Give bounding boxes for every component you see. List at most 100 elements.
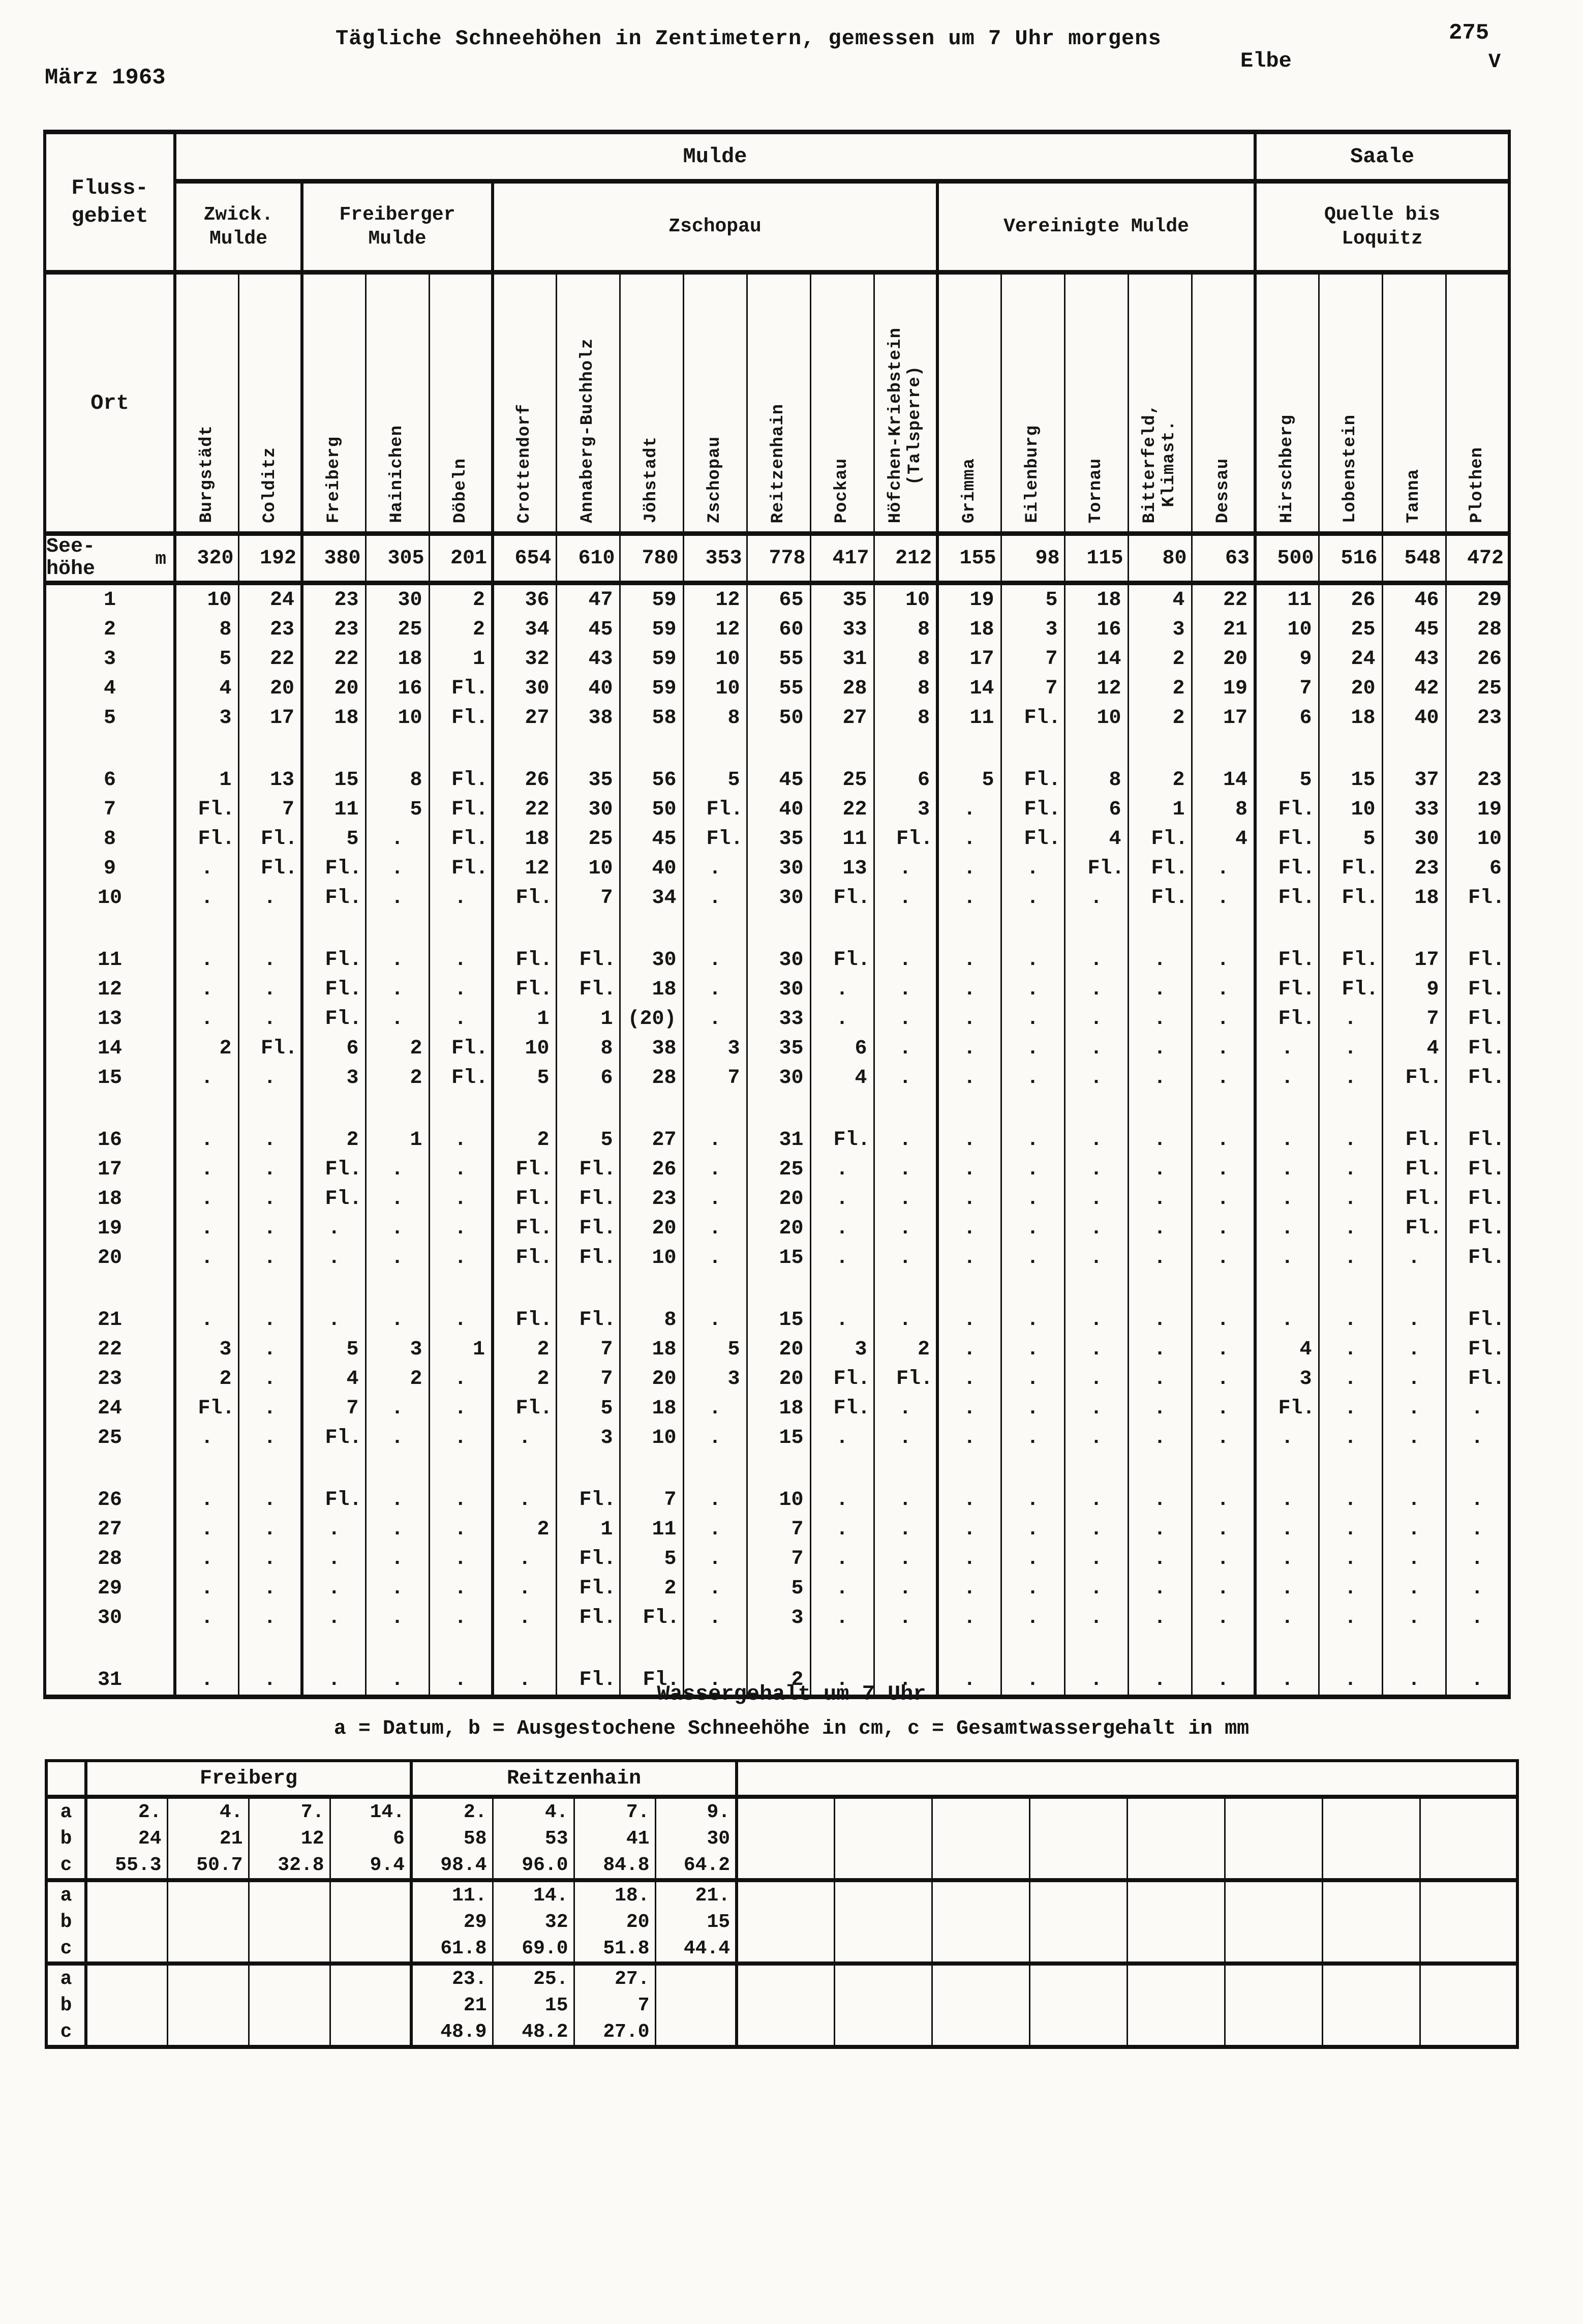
- day-cell: Fl.: [237, 1034, 302, 1063]
- water-cell: 32: [492, 1909, 574, 1935]
- water-cell: [735, 1992, 835, 2018]
- day-cell: .: [237, 1243, 302, 1273]
- water-row-label: a: [45, 1964, 86, 1992]
- day-cell: 25: [1445, 674, 1510, 703]
- day-cell: 17: [936, 644, 1001, 674]
- water-cell: [735, 1909, 835, 1935]
- day-cell: .: [1000, 1394, 1064, 1423]
- day-cell: Fl.: [809, 1093, 874, 1155]
- day-number: 1: [44, 583, 175, 615]
- water-cell: [1224, 1852, 1323, 1882]
- day-cell: 22: [237, 644, 302, 674]
- day-cell: 16: [1063, 615, 1128, 644]
- day-cell: Fl.: [1127, 854, 1192, 883]
- day-number: 7: [44, 795, 175, 824]
- day-cell: 65: [746, 583, 810, 615]
- day-cell: .: [1445, 1515, 1510, 1544]
- day-cell: .: [1318, 1243, 1383, 1273]
- water-content-title: Wassergehalt um 7 Uhr: [657, 1682, 926, 1706]
- day-cell: 15: [746, 1273, 810, 1335]
- water-cell: [329, 1964, 412, 1992]
- day-cell: .: [1318, 1155, 1383, 1184]
- table-row: 3 5 22 22 18 1 32 43 59 10 55 31 8 17 7 14 2 20 9 24 43 26: [44, 644, 1510, 674]
- day-cell: 2: [1127, 733, 1192, 795]
- station-header: Döbeln: [428, 272, 493, 536]
- day-cell: .: [1254, 1184, 1319, 1214]
- day-cell: 23: [300, 583, 366, 615]
- day-cell: 45: [619, 824, 683, 854]
- day-cell: .: [936, 1574, 1001, 1603]
- day-cell: Fl.: [555, 1633, 620, 1697]
- day-cell: 10: [1318, 795, 1383, 824]
- table-row: 28...... Fl. 5. 7...........: [44, 1544, 1510, 1574]
- day-cell: 3: [173, 1335, 238, 1364]
- day-cell: .: [1191, 1515, 1256, 1544]
- day-cell: .: [936, 1273, 1001, 1335]
- water-row-label: c: [45, 2018, 86, 2049]
- day-cell: Fl.: [1445, 1004, 1510, 1034]
- day-cell: .: [1318, 1004, 1383, 1034]
- day-cell: 5: [555, 1093, 620, 1155]
- day-cell: .: [873, 883, 937, 913]
- station-header: Zschopau: [682, 272, 747, 536]
- day-cell: Fl.: [1254, 854, 1319, 883]
- day-cell: .: [1127, 1004, 1192, 1034]
- day-cell: 22: [809, 795, 874, 824]
- day-cell: .: [1318, 1034, 1383, 1063]
- water-cell: 27.: [573, 1964, 656, 1992]
- day-cell: Fl.: [809, 1394, 874, 1423]
- day-cell: .: [173, 1004, 238, 1034]
- day-cell: .: [936, 1394, 1001, 1423]
- water-cell: [248, 1880, 330, 1909]
- day-cell: .: [237, 1394, 302, 1423]
- day-cell: 23: [1445, 703, 1510, 733]
- subgroup-header: Zschopau: [491, 181, 937, 275]
- day-cell: .: [1254, 1423, 1319, 1453]
- day-cell: .: [1000, 1364, 1064, 1394]
- day-cell: 1: [491, 1004, 556, 1034]
- day-cell: Fl.: [1381, 1184, 1446, 1214]
- day-cell: Fl.: [491, 883, 556, 913]
- water-cell: [1224, 1964, 1323, 1992]
- day-cell: .: [173, 1093, 238, 1155]
- day-cell: 2: [491, 1093, 556, 1155]
- day-cell: .: [936, 883, 1001, 913]
- day-cell: .: [1127, 1155, 1192, 1184]
- day-cell: .: [809, 1423, 874, 1453]
- water-cell: [1321, 1964, 1420, 1992]
- day-number: 14: [44, 1034, 175, 1063]
- day-cell: .: [237, 1155, 302, 1184]
- day-cell: 59: [619, 583, 683, 615]
- day-cell: .: [1063, 1453, 1128, 1515]
- day-cell: Fl.: [682, 795, 747, 824]
- table-row: 17.. Fl... Fl. Fl. 26. 25......... Fl. Fl.: [44, 1155, 1510, 1184]
- water-cell: [1028, 1992, 1128, 2018]
- day-cell: .: [1191, 1423, 1256, 1453]
- table-row: 31...... Fl. Fl.. 2...........: [44, 1633, 1510, 1697]
- water-cell: [833, 1825, 932, 1852]
- day-cell: .: [873, 1004, 937, 1034]
- day-cell: .: [1063, 1633, 1128, 1697]
- day-cell: .: [173, 883, 238, 913]
- water-cell: 30: [654, 1825, 737, 1852]
- day-cell: .: [1445, 1423, 1510, 1453]
- day-cell: Fl.: [428, 824, 493, 854]
- day-cell: .: [428, 1273, 493, 1335]
- elevation-cell: 155: [936, 533, 1001, 585]
- day-cell: .: [1381, 1394, 1446, 1423]
- day-cell: 7: [237, 795, 302, 824]
- station-header: Hirschberg: [1254, 272, 1319, 536]
- water-cell: [833, 1964, 932, 1992]
- day-cell: .: [1318, 1273, 1383, 1335]
- day-cell: .: [1191, 1544, 1256, 1574]
- day-cell: .: [173, 1544, 238, 1574]
- water-cell: 14.: [329, 1797, 412, 1825]
- water-cell: [1321, 1852, 1420, 1882]
- day-cell: 8: [619, 1273, 683, 1335]
- water-cell: [931, 1992, 1030, 2018]
- day-cell: .: [237, 1335, 302, 1364]
- day-cell: .: [364, 1603, 429, 1633]
- water-cell: [833, 1935, 932, 1966]
- day-cell: 20: [300, 674, 366, 703]
- station-name: Zschopau: [705, 436, 725, 523]
